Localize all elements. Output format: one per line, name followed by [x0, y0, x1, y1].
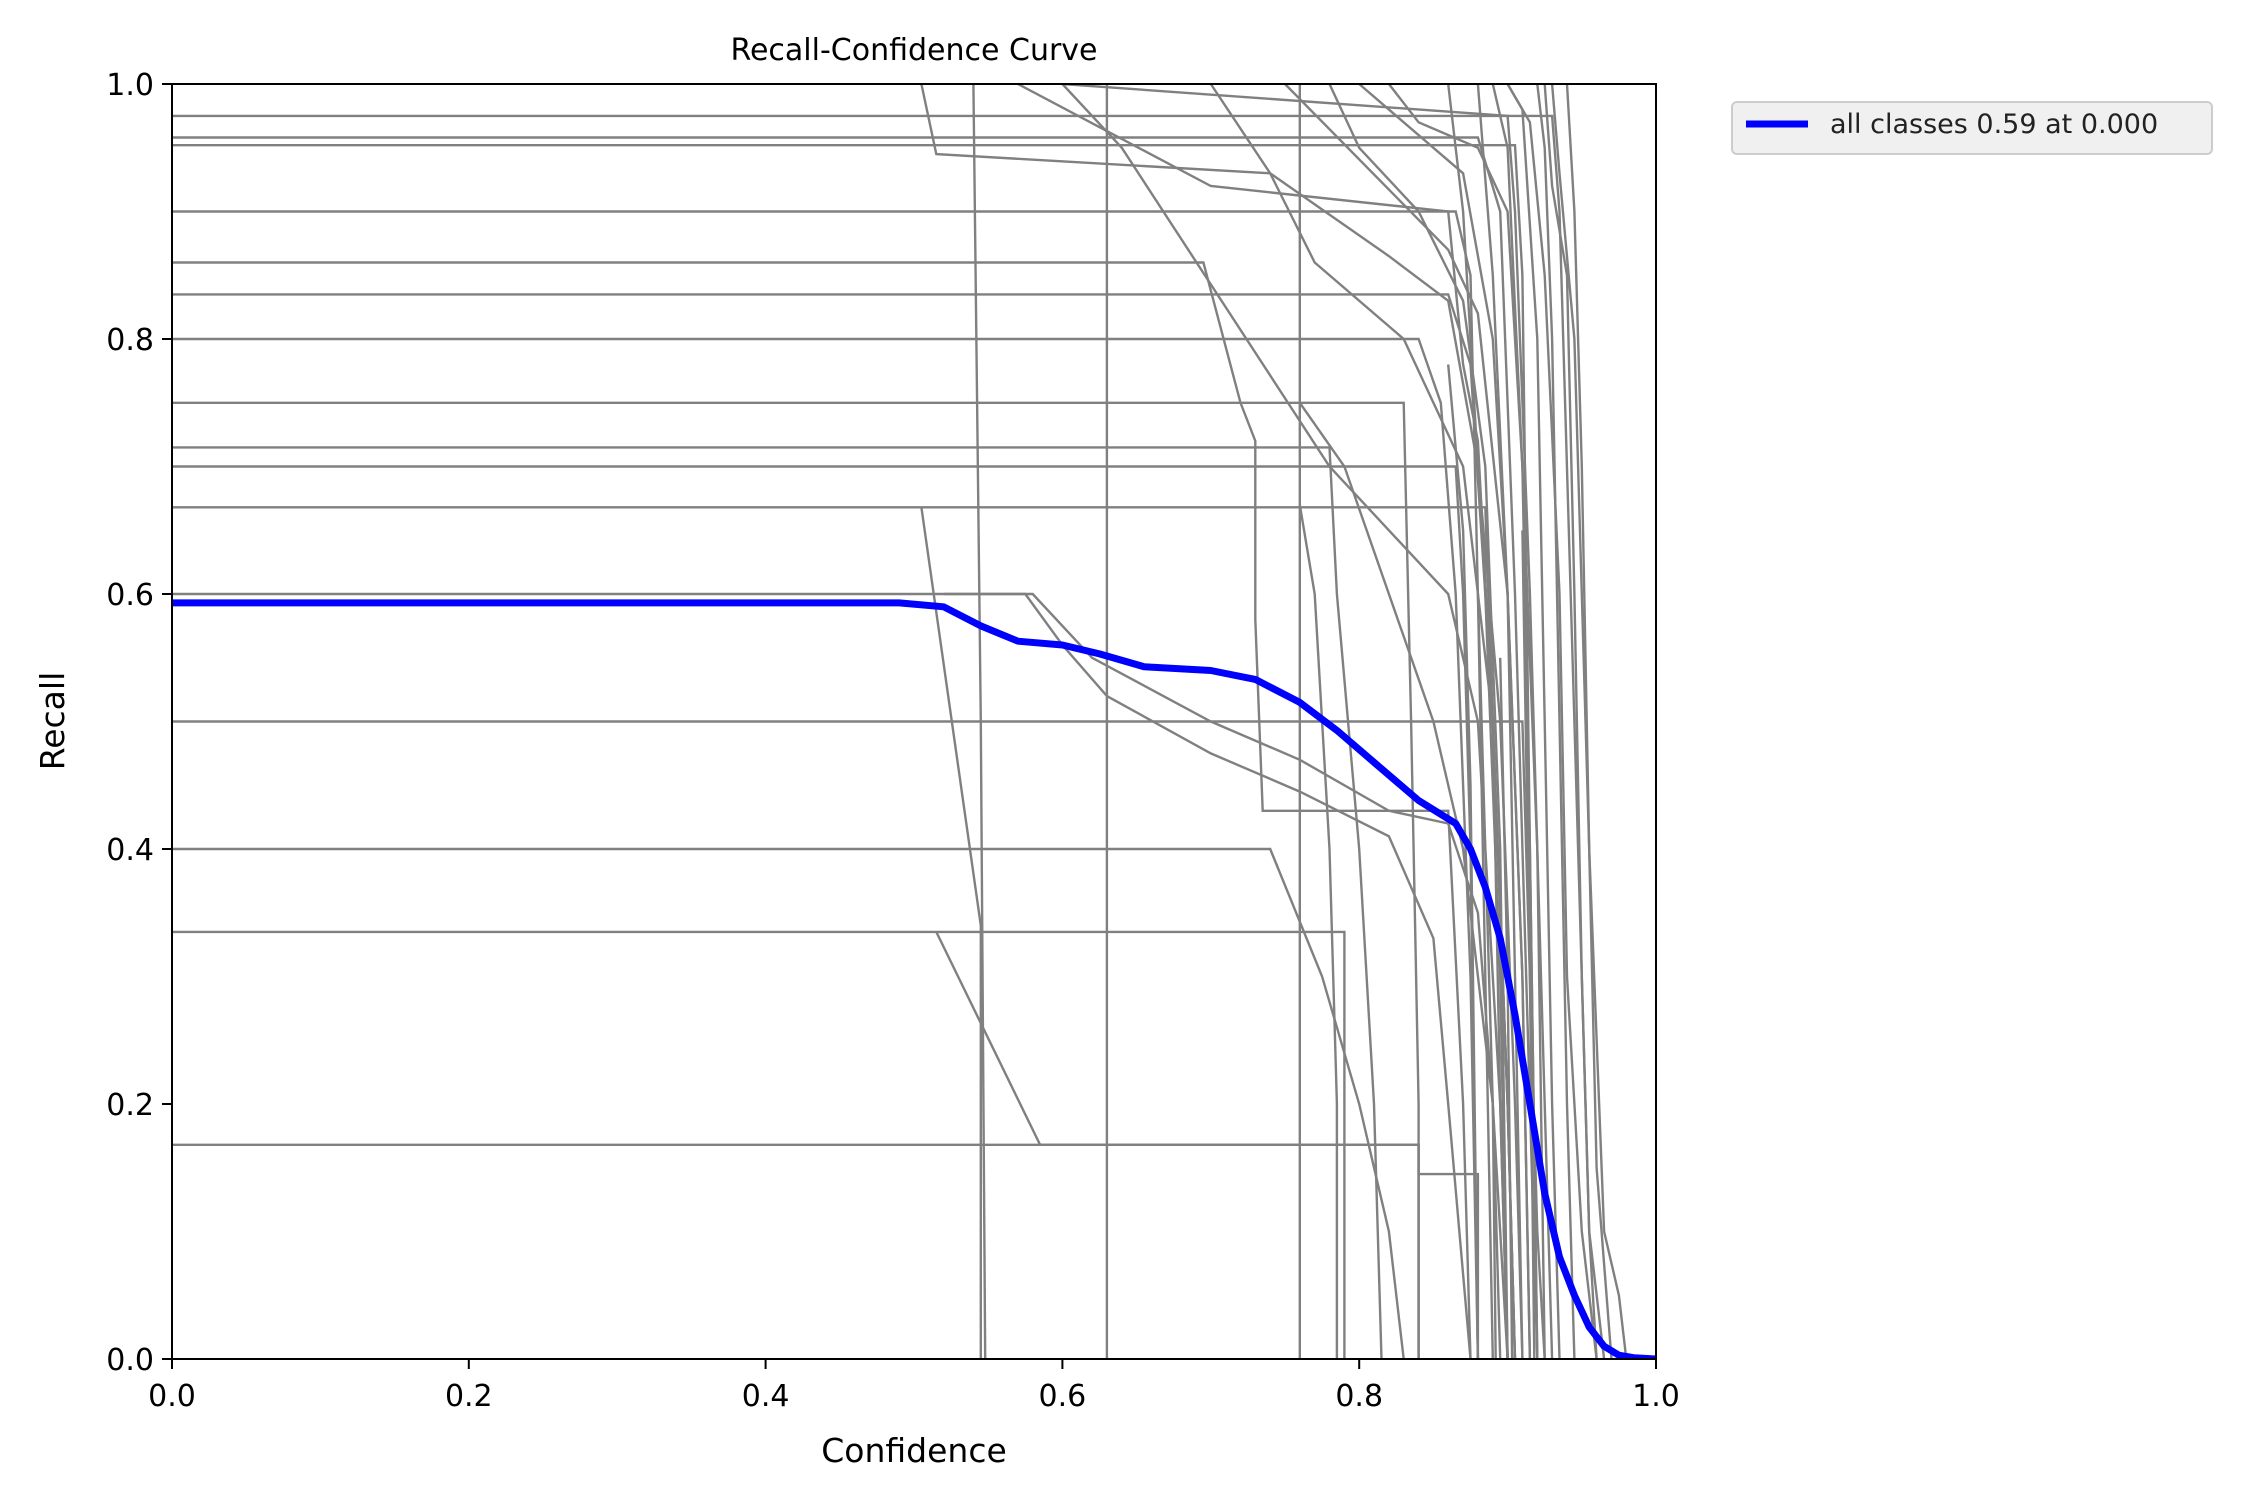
- y-axis-ticks: 0.0 0.2 0.4 0.6 0.8 1.0: [106, 68, 172, 1378]
- class-curve-42: [1565, 84, 1613, 1359]
- class-curve-25: [1062, 84, 1554, 1359]
- class-curve-18: [935, 931, 1480, 1359]
- class-curve-15: [172, 930, 1346, 1359]
- class-curve-5: [172, 261, 1472, 1359]
- legend: all classes 0.59 at 0.000: [1731, 101, 2213, 155]
- class-curve-7: [172, 337, 1480, 1359]
- class-curve-24: [1061, 84, 1509, 1359]
- class-curve-17: [920, 507, 982, 1359]
- class-curve-39: [1536, 84, 1576, 1359]
- x-axis-label: Confidence: [821, 1431, 1007, 1470]
- class-curve-33: [1387, 84, 1546, 1359]
- y-tick-label: 0.0: [106, 1343, 154, 1378]
- all-classes-curve: [172, 599, 1656, 1359]
- class-curve-21: [972, 84, 987, 1359]
- class-curves: [172, 84, 1628, 1359]
- class-curve-43: [1447, 364, 1480, 1359]
- y-tick-label: 1.0: [106, 68, 154, 103]
- class-curve-32: [1358, 84, 1532, 1359]
- class-curve-38: [1506, 84, 1598, 1359]
- class-curve-36: [1491, 84, 1539, 1359]
- class-curve-44: [1476, 593, 1497, 1359]
- x-axis-ticks: 0.0 0.2 0.4 0.6 0.8 1.0: [148, 1359, 1680, 1414]
- class-curve-31: [1328, 84, 1509, 1359]
- x-tick-label: 0.6: [1039, 1379, 1087, 1414]
- x-tick-label: 0.4: [742, 1379, 790, 1414]
- all-classes-curve-group: [172, 599, 1656, 1359]
- y-tick-label: 0.2: [106, 1088, 154, 1123]
- class-curve-40: [1543, 84, 1598, 1359]
- x-tick-label: 1.0: [1632, 1379, 1680, 1414]
- class-curve-46: [1521, 530, 1536, 1359]
- class-curve-14: [172, 847, 1405, 1359]
- x-tick-label: 0.8: [1335, 1379, 1383, 1414]
- chart-title: Recall-Confidence Curve: [730, 33, 1097, 68]
- class-curve-1: [172, 114, 1606, 1359]
- legend-label-all-classes: all classes 0.59 at 0.000: [1830, 109, 2158, 140]
- legend-box: [1731, 101, 2213, 155]
- y-axis-label: Recall: [33, 672, 72, 770]
- x-tick-label: 0.0: [148, 1379, 196, 1414]
- plot-frame: [171, 83, 1657, 1360]
- class-curve-30: [1298, 504, 1339, 1359]
- class-curve-12: [172, 592, 1472, 1359]
- y-tick-label: 0.8: [106, 323, 154, 358]
- y-tick-label: 0.6: [106, 578, 154, 613]
- x-tick-label: 0.2: [445, 1379, 493, 1414]
- class-curve-19: [943, 592, 1509, 1359]
- class-curve-35: [1476, 84, 1524, 1359]
- y-tick-label: 0.4: [106, 833, 154, 868]
